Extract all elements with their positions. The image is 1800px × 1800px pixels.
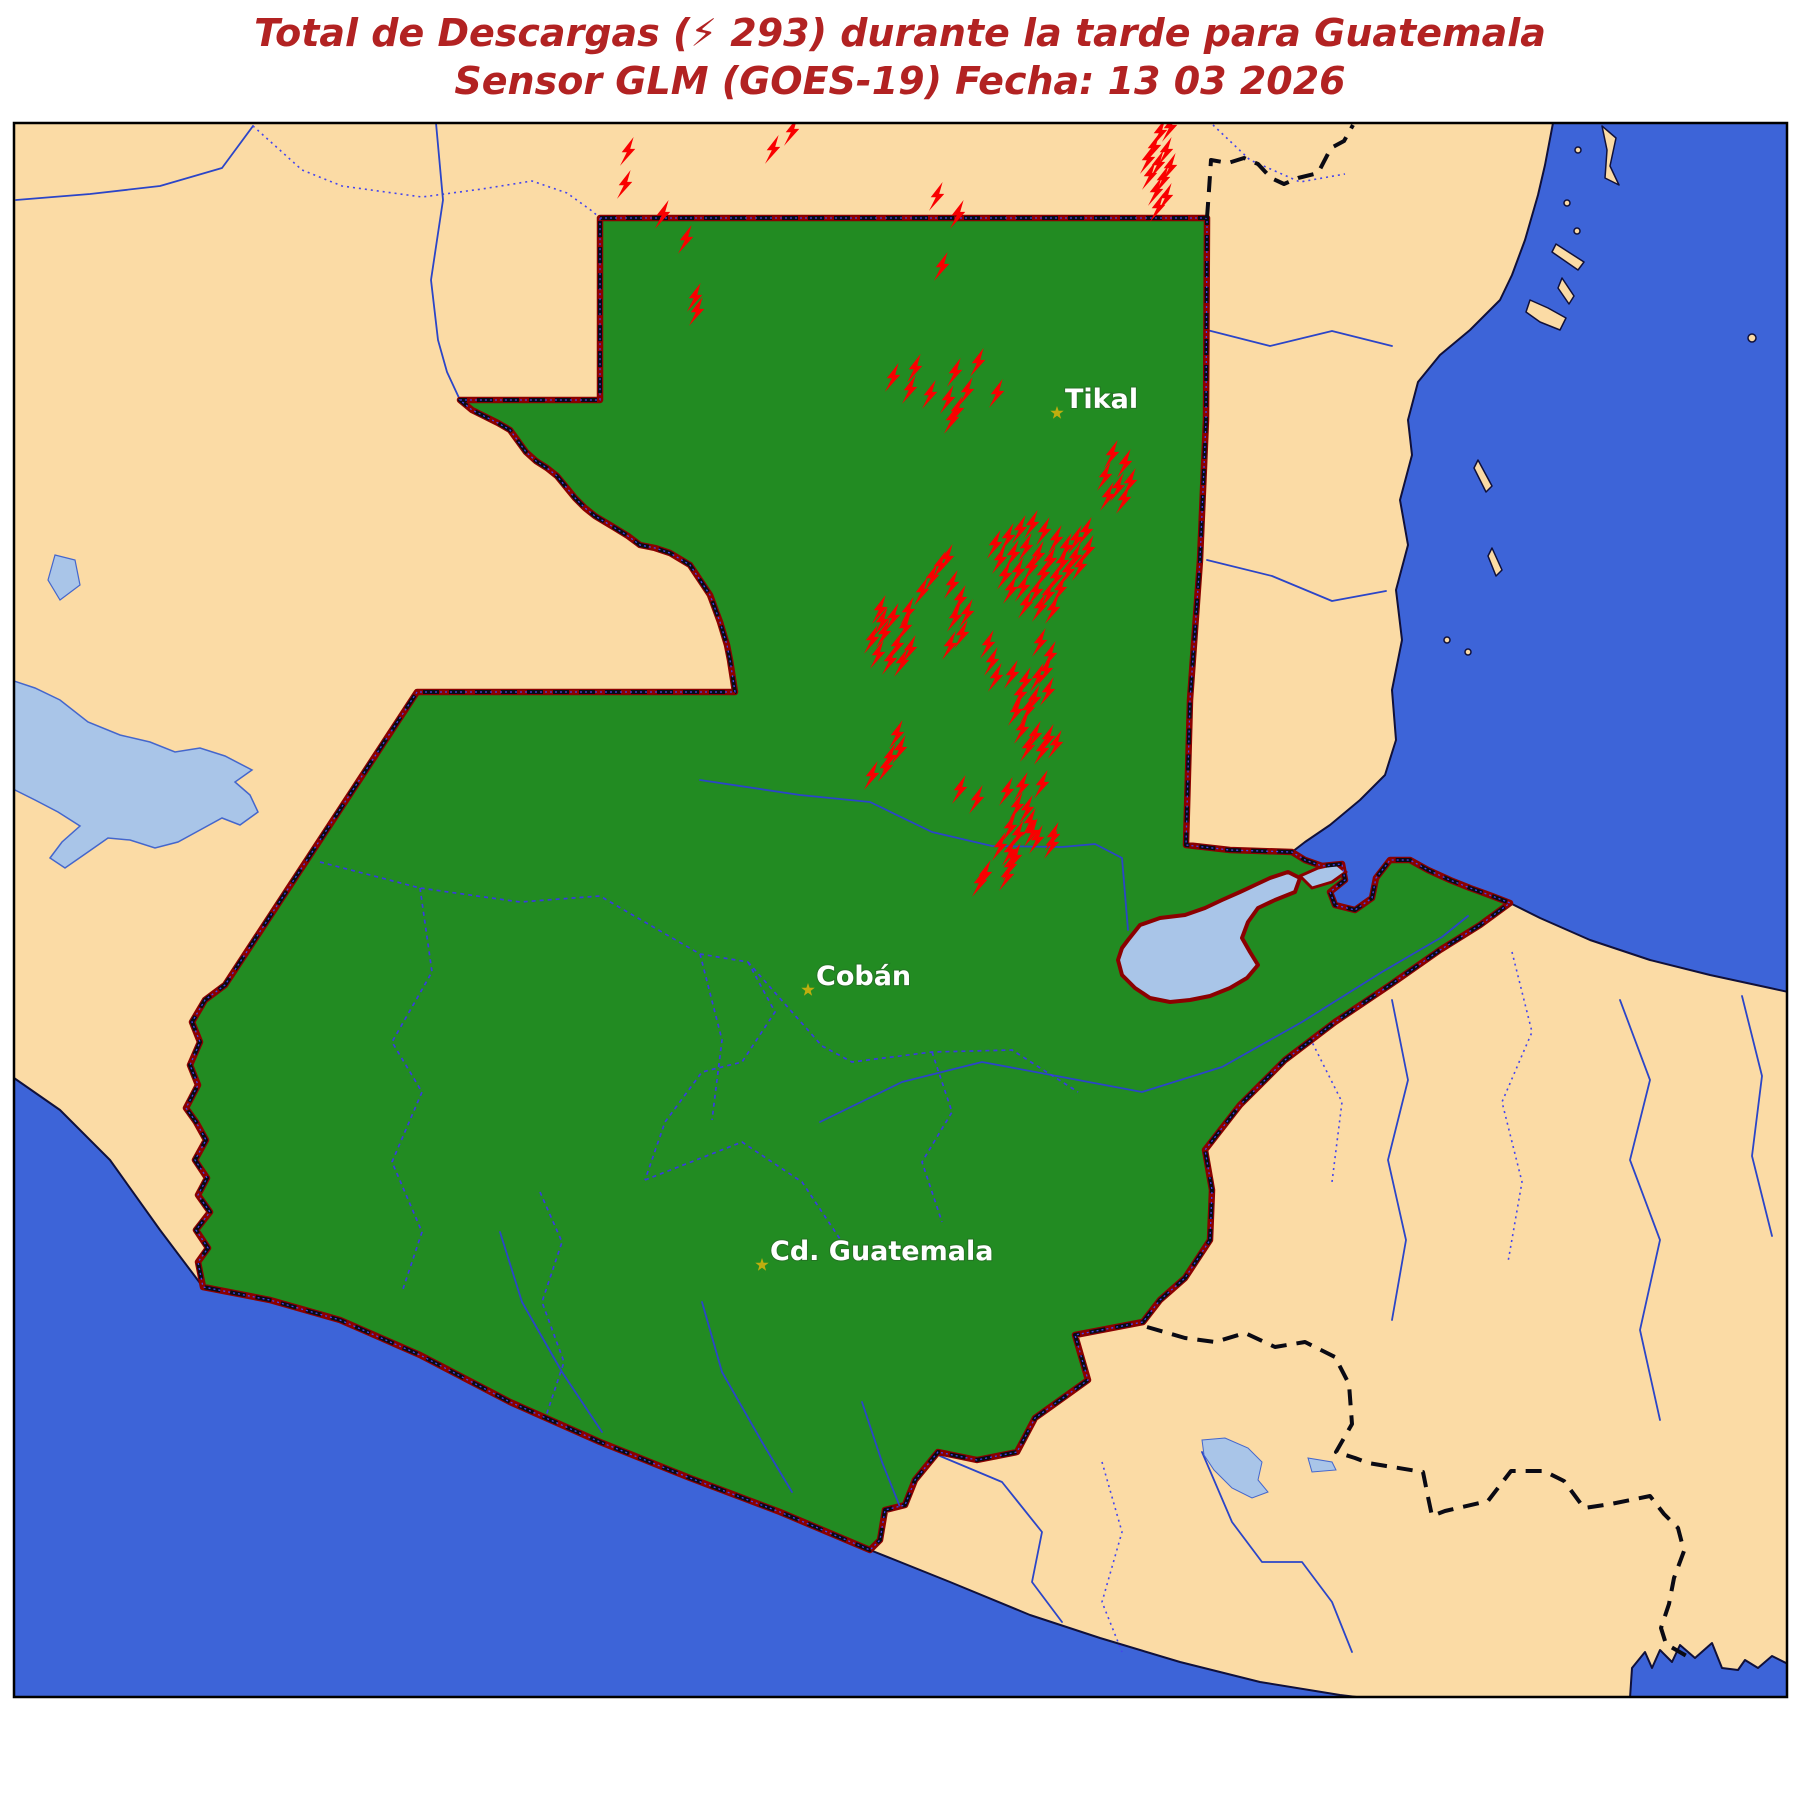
honduras-elsalvador-border bbox=[1146, 1325, 1692, 1660]
river-mexico-north bbox=[15, 125, 254, 201]
dept-boundary-3 bbox=[747, 961, 1079, 1093]
river-coastal-2 bbox=[701, 1301, 793, 1493]
title-line-2: Sensor GLM (GOES-19) Fecha: 13 03 2026 bbox=[454, 58, 1346, 103]
river-el-salvador-1 bbox=[939, 1455, 1063, 1623]
river-belize-south bbox=[1206, 559, 1387, 602]
river-honduras-3 bbox=[1741, 995, 1773, 1237]
lake-el-golfete bbox=[1298, 862, 1348, 890]
dept-boundary-7 bbox=[539, 1191, 565, 1423]
dept-boundary-6 bbox=[921, 1051, 953, 1223]
map-frame bbox=[12, 121, 1789, 1699]
figure-title: Total de Descargas (⚡ 293) durante la ta… bbox=[0, 10, 1800, 105]
gulf-of-fonseca bbox=[1629, 1642, 1787, 1697]
dept-boundary-2 bbox=[644, 961, 776, 1181]
lake-guija bbox=[1201, 1437, 1269, 1499]
lake-izabal bbox=[1116, 870, 1302, 1004]
river-belize-north bbox=[1206, 329, 1393, 347]
guatemala-internal-lines bbox=[319, 779, 1469, 1513]
belize-district-boundary bbox=[1212, 124, 1346, 183]
river-usumacinta-upper bbox=[430, 123, 461, 401]
city-label: Cd. Guatemala bbox=[770, 1236, 993, 1267]
river-to-izabal bbox=[699, 779, 1129, 931]
mexico-reservoir-lake bbox=[14, 680, 259, 869]
honduras-dept-boundary-1 bbox=[1501, 951, 1533, 1263]
mexico-reservoir-arm bbox=[47, 554, 81, 601]
dept-boundary-4 bbox=[391, 887, 433, 1293]
river-honduras-1 bbox=[1387, 999, 1409, 1321]
title-line-1: Total de Descargas (⚡ 293) durante la ta… bbox=[254, 11, 1546, 55]
river-honduras-2 bbox=[1619, 999, 1661, 1421]
river-el-salvador-2 bbox=[1201, 1451, 1353, 1653]
city-label: Cobán bbox=[816, 961, 911, 992]
mexico-belize-border bbox=[1205, 124, 1355, 219]
river-coastal-1 bbox=[499, 1231, 603, 1433]
city-label: Tikal bbox=[1065, 384, 1138, 415]
lake-guija-sliver bbox=[1307, 1457, 1337, 1473]
dept-boundary-8 bbox=[699, 953, 723, 1121]
el-salvador-dept-boundary bbox=[1101, 1461, 1123, 1653]
belize-cays bbox=[1443, 125, 1757, 656]
city-labels-layer: Tikal Cobán Cd. Guatemala bbox=[755, 383, 1139, 1271]
river-coastal-3 bbox=[861, 1401, 903, 1513]
river-motagua bbox=[819, 915, 1469, 1123]
